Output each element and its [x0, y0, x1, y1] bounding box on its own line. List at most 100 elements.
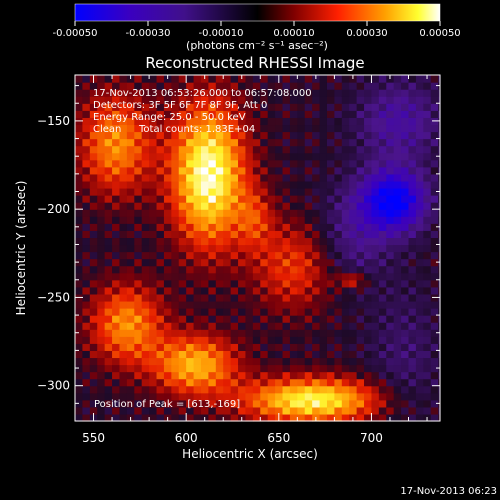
heatmap-cell: [356, 322, 365, 330]
heatmap-cell: [371, 336, 380, 344]
heatmap-cell: [178, 329, 187, 337]
heatmap-cell: [112, 202, 121, 210]
heatmap-cell: [230, 364, 239, 373]
heatmap-cell: [119, 300, 128, 309]
heatmap-cell: [89, 195, 98, 203]
heatmap-cell: [238, 96, 247, 104]
heatmap-cell: [200, 371, 210, 380]
heatmap-cell: [97, 82, 106, 90]
heatmap-cell: [89, 300, 98, 309]
heatmap-cell: [119, 350, 128, 359]
heatmap-cell: [282, 96, 291, 104]
heatmap-cell: [423, 209, 432, 217]
heatmap-cell: [215, 152, 224, 161]
heatmap-cell: [356, 230, 365, 239]
heatmap-cell: [297, 251, 306, 260]
heatmap-cell: [119, 357, 128, 366]
heatmap-cell: [149, 180, 158, 189]
heatmap-cell: [119, 279, 128, 288]
heatmap-cell: [126, 350, 135, 359]
heatmap-cell: [104, 223, 113, 231]
heatmap-cell: [230, 293, 239, 302]
heatmap-cell: [230, 315, 239, 323]
heatmap-cell: [178, 75, 187, 83]
heatmap-cell: [275, 82, 284, 90]
heatmap-cell: [364, 138, 373, 147]
heatmap-cell: [126, 202, 135, 210]
heatmap-cell: [200, 392, 210, 401]
heatmap-cell: [149, 286, 158, 295]
heatmap-cell: [126, 166, 135, 175]
heatmap-cell: [149, 385, 158, 394]
heatmap-cell: [134, 322, 143, 330]
heatmap-cell: [178, 343, 187, 351]
heatmap-cell: [186, 117, 195, 126]
heatmap-cell: [312, 223, 321, 231]
heatmap-cell: [371, 124, 380, 133]
heatmap-cell: [267, 244, 276, 253]
heatmap-cell: [156, 378, 165, 387]
heatmap-cell: [230, 110, 239, 118]
heatmap-cell: [89, 166, 98, 175]
heatmap-cell: [230, 385, 239, 394]
heatmap-cell: [104, 308, 113, 316]
heatmap-cell: [178, 286, 187, 295]
x-tick-label: 600: [175, 431, 198, 445]
heatmap-cell: [178, 152, 187, 161]
heatmap-cell: [186, 75, 195, 83]
heatmap-cell: [334, 131, 343, 140]
heatmap-cell: [245, 350, 254, 359]
heatmap-cell: [289, 152, 298, 161]
heatmap-cell: [215, 322, 224, 330]
heatmap-cell: [104, 96, 113, 104]
heatmap-cell: [356, 406, 365, 415]
heatmap-cell: [97, 315, 106, 323]
heatmap-cell: [275, 216, 284, 224]
heatmap-cell: [334, 350, 343, 359]
heatmap-cell: [430, 406, 439, 415]
heatmap-cell: [341, 378, 350, 387]
heatmap-cell: [282, 89, 291, 97]
heatmap-cell: [223, 378, 232, 387]
heatmap-cell: [408, 166, 417, 175]
heatmap-cell: [304, 272, 313, 281]
heatmap-cell: [289, 406, 298, 415]
heatmap-cell: [193, 216, 202, 224]
heatmap-cell: [267, 279, 276, 288]
heatmap-cell: [312, 385, 321, 394]
heatmap-cell: [126, 279, 135, 288]
heatmap-cell: [252, 159, 261, 168]
heatmap-cell: [364, 209, 373, 217]
heatmap-cell: [97, 110, 106, 118]
heatmap-cell: [297, 152, 306, 161]
heatmap-cell: [171, 180, 180, 189]
heatmap-cell: [82, 230, 91, 239]
heatmap-cell: [415, 244, 424, 253]
heatmap-cell: [156, 244, 165, 253]
heatmap-cell: [267, 308, 276, 316]
heatmap-cell: [364, 131, 373, 140]
heatmap-cell: [134, 96, 143, 104]
heatmap-cell: [97, 336, 106, 344]
heatmap-cell: [215, 350, 224, 359]
heatmap-cell: [364, 187, 373, 196]
heatmap-cell: [82, 82, 91, 90]
heatmap-cell: [97, 258, 106, 267]
x-tick-label: 650: [267, 431, 290, 445]
heatmap-cell: [193, 258, 202, 267]
heatmap-cell: [393, 117, 402, 126]
heatmap-cell: [289, 131, 298, 140]
heatmap-cell: [319, 371, 328, 380]
heatmap-cell: [230, 357, 239, 366]
heatmap-cell: [171, 329, 180, 337]
heatmap-cell: [438, 209, 441, 217]
heatmap-cell: [415, 392, 424, 401]
heatmap-cell: [304, 322, 313, 330]
heatmap-cell: [104, 251, 113, 260]
heatmap-cell: [75, 96, 84, 104]
heatmap-cell: [223, 244, 232, 253]
heatmap-cell: [75, 279, 84, 288]
heatmap-cell: [319, 392, 328, 401]
heatmap-cell: [163, 202, 172, 210]
heatmap-cell: [289, 322, 298, 330]
